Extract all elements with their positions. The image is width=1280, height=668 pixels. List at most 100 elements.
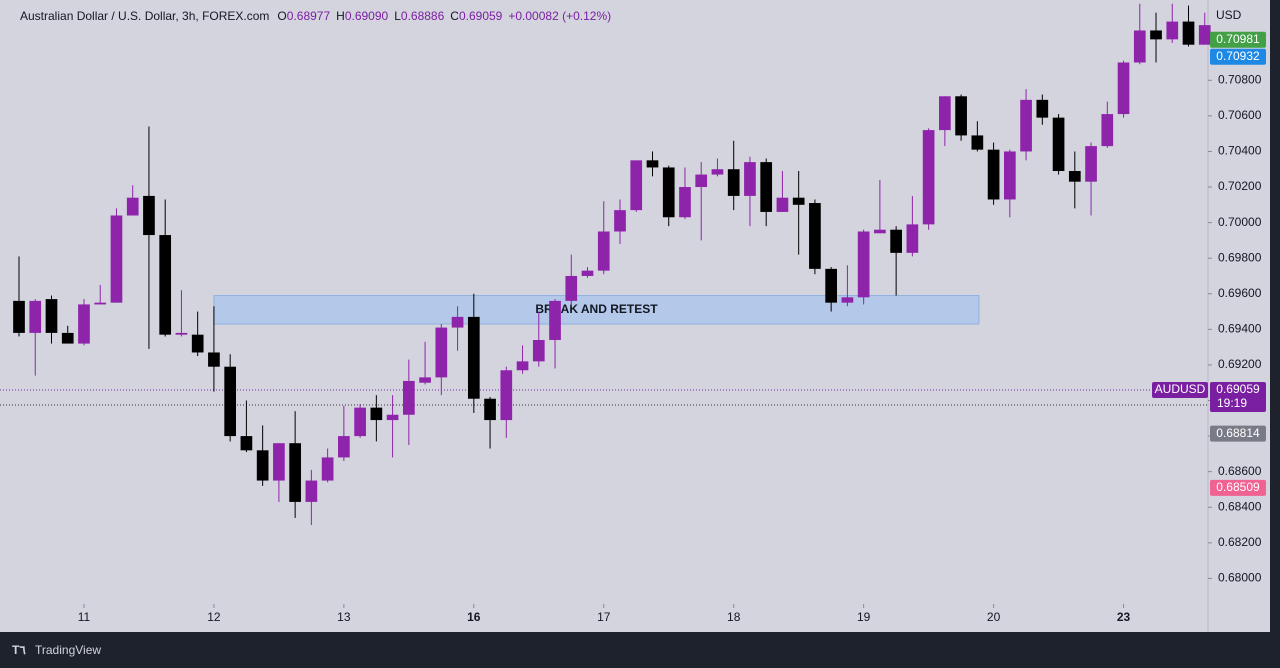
y-tick-label: 0.69600 bbox=[1218, 286, 1262, 300]
candle-body bbox=[939, 96, 951, 131]
candle-body bbox=[809, 203, 821, 269]
candle-body bbox=[516, 361, 529, 371]
candle-body bbox=[581, 270, 594, 276]
candle-body bbox=[1101, 114, 1114, 147]
currency: USD bbox=[1216, 8, 1242, 22]
candle-body bbox=[630, 160, 643, 211]
x-tick-label: 20 bbox=[987, 610, 1001, 624]
candle-body bbox=[45, 299, 58, 333]
candle-body bbox=[922, 130, 935, 225]
countdown: 19:19 bbox=[1217, 396, 1247, 410]
x-tick-label: 18 bbox=[727, 610, 741, 624]
candle-body bbox=[662, 167, 675, 218]
candle-body bbox=[695, 174, 708, 188]
x-tick-label: 16 bbox=[467, 610, 481, 624]
candle-body bbox=[760, 162, 773, 212]
x-tick-label: 13 bbox=[337, 610, 351, 624]
price-badge bbox=[1210, 425, 1266, 442]
candle-body bbox=[614, 210, 626, 232]
y-tick-label: 0.70800 bbox=[1218, 72, 1262, 86]
brand-logo: T٦ bbox=[12, 643, 26, 657]
footer-bar bbox=[0, 632, 1280, 668]
candle-body bbox=[1052, 117, 1065, 172]
candle-body bbox=[971, 135, 984, 150]
zone-label: BREAK AND RETEST bbox=[535, 302, 658, 316]
candle-body bbox=[29, 300, 42, 333]
candle-body bbox=[321, 457, 334, 481]
brand: TradingView bbox=[35, 643, 101, 657]
candle-body bbox=[451, 316, 464, 328]
price-badge-label: 0.69059 bbox=[1216, 382, 1260, 396]
price-badge bbox=[1210, 382, 1266, 413]
header: Australian Dollar / U.S. Dollar, 3h, FOR… bbox=[20, 9, 611, 23]
symbol-badge-label: AUDUSD bbox=[1155, 382, 1206, 396]
change: +0.00082 (+0.12%) bbox=[508, 9, 611, 23]
candle-body bbox=[825, 268, 838, 303]
candle-body bbox=[467, 316, 480, 399]
candle-body bbox=[744, 162, 756, 196]
candle-body bbox=[159, 235, 172, 335]
price-badge-label: 0.70932 bbox=[1216, 49, 1260, 63]
y-tick-label: 0.68000 bbox=[1218, 571, 1262, 585]
y-tick-label: 0.68400 bbox=[1218, 499, 1262, 513]
candle-body bbox=[78, 304, 90, 344]
price-badge-label: 0.68509 bbox=[1216, 480, 1260, 494]
candle-body bbox=[1150, 30, 1162, 40]
candle-body bbox=[792, 197, 805, 205]
candle-body bbox=[175, 332, 188, 335]
candle-body bbox=[565, 275, 578, 301]
candle-body bbox=[1020, 99, 1032, 152]
candle-body bbox=[987, 149, 1000, 200]
candle-body bbox=[224, 366, 237, 437]
candle-body bbox=[338, 436, 350, 458]
y-tick-label: 0.69400 bbox=[1218, 322, 1262, 336]
candle-body bbox=[402, 380, 415, 415]
candle-body bbox=[500, 370, 513, 421]
ohlc-key: C bbox=[450, 9, 459, 23]
ohlc-value: 0.69059 bbox=[459, 9, 503, 23]
candle-body bbox=[256, 450, 269, 481]
candle-body bbox=[955, 96, 967, 136]
symbol: Australian Dollar / U.S. Dollar, 3h, FOR… bbox=[20, 9, 269, 23]
y-tick-label: 0.68200 bbox=[1218, 535, 1262, 549]
candle-body bbox=[906, 224, 919, 253]
candle-body bbox=[874, 229, 886, 234]
candle-body bbox=[711, 169, 724, 175]
candle-body bbox=[857, 231, 870, 298]
candle-body bbox=[646, 160, 659, 168]
y-tick-label: 0.70400 bbox=[1218, 144, 1262, 158]
candle-body bbox=[110, 215, 123, 303]
candle-body bbox=[94, 302, 107, 305]
candle-body bbox=[679, 187, 691, 218]
y-tick-label: 0.69800 bbox=[1218, 250, 1262, 264]
candle-body bbox=[776, 197, 789, 212]
candle-body bbox=[273, 443, 285, 481]
candle-body bbox=[1133, 30, 1146, 63]
ohlc-key: O bbox=[277, 9, 286, 23]
y-tick-label: 0.70200 bbox=[1218, 179, 1262, 193]
candle-body bbox=[191, 334, 204, 353]
candle-body bbox=[1198, 25, 1211, 45]
candle-body bbox=[370, 407, 383, 421]
candle-body bbox=[1003, 151, 1016, 200]
candle-body bbox=[727, 169, 740, 196]
candle-body bbox=[126, 197, 139, 216]
candle-body bbox=[354, 407, 366, 437]
x-tick-label: 17 bbox=[597, 610, 611, 624]
candle-body bbox=[1068, 171, 1081, 182]
candle-body bbox=[549, 300, 561, 341]
x-tick-label: 12 bbox=[207, 610, 221, 624]
ohlc-value: 0.68886 bbox=[401, 9, 445, 23]
candle-body bbox=[532, 340, 545, 362]
x-tick-label: 19 bbox=[857, 610, 871, 624]
candle-body bbox=[1085, 146, 1097, 182]
price-badge bbox=[1210, 48, 1266, 65]
candle-body bbox=[143, 195, 155, 236]
candle-body bbox=[13, 300, 25, 333]
candle-body bbox=[61, 332, 74, 344]
ohlc-key: L bbox=[394, 9, 401, 23]
candle-body bbox=[1182, 21, 1195, 45]
y-tick-label: 0.68600 bbox=[1218, 464, 1262, 478]
